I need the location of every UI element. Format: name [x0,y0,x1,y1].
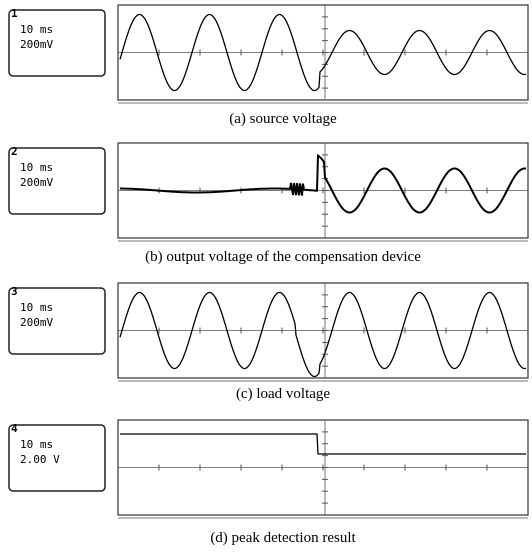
timebase: 10 ms [20,301,53,314]
figure: 110 ms200mV(a) source voltage210 ms200mV… [0,0,532,556]
volts-per-div: 200mV [20,176,53,189]
timebase: 10 ms [20,438,53,451]
volts-per-div: 200mV [20,38,53,51]
caption: (b) output voltage of the compensation d… [145,249,421,265]
caption: (c) load voltage [236,386,330,402]
volts-per-div: 200mV [20,316,53,329]
channel-number: 4 [11,422,18,435]
panel: 210 ms 200mV (b) output voltage of the com… [9,143,528,265]
channel-number: 1 [11,7,18,20]
caption: (a) source voltage [229,111,337,127]
channel-number: 3 [11,285,18,298]
waveform [120,156,526,213]
timebase: 10 ms [20,23,53,36]
panel: 110 ms 200mV (a) source voltage [9,5,528,127]
waveform [120,293,526,377]
panel: 410 ms 2.00 V (d) peak detection result [9,420,528,546]
volts-per-div: 2.00 V [20,453,60,466]
caption: (d) peak detection result [210,530,356,546]
timebase: 10 ms [20,161,53,174]
panel: 310 ms 200mV (c) load voltage [9,283,528,402]
channel-number: 2 [11,145,18,158]
